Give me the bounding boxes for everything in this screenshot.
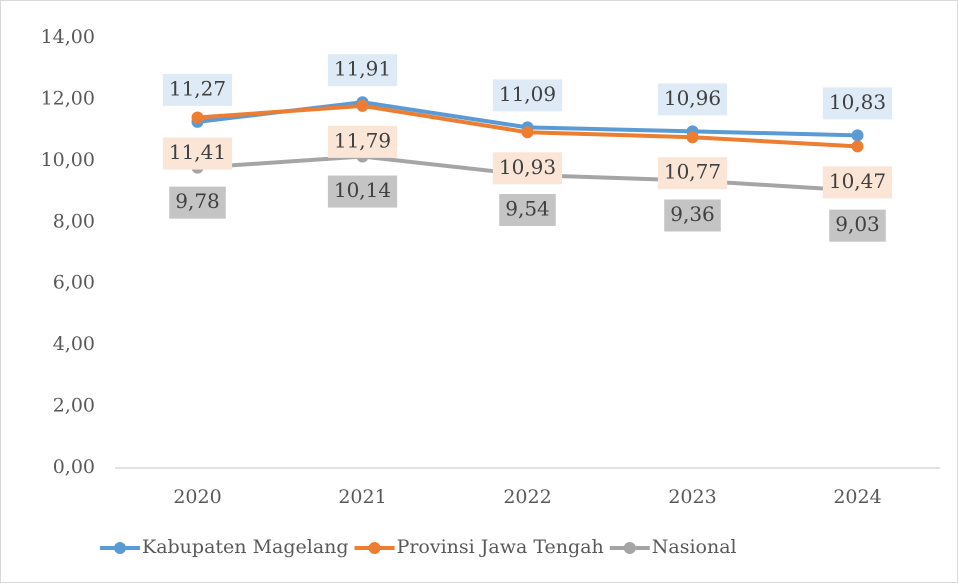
value-label: 9,36 — [670, 202, 715, 226]
legend-label: Provinsi Jawa Tengah — [397, 536, 604, 558]
value-label: 11,27 — [169, 76, 226, 100]
y-tick-label: 12,00 — [41, 87, 95, 109]
y-tick-label: 14,00 — [41, 26, 95, 48]
value-label-bg — [657, 83, 728, 116]
value-label-bg — [664, 199, 721, 232]
value-label: 9,78 — [175, 189, 220, 213]
x-tick-label: 2021 — [338, 486, 386, 508]
value-label-bg — [327, 125, 398, 158]
y-tick-label: 6,00 — [53, 272, 95, 294]
value-label: 10,77 — [664, 160, 721, 184]
x-tick-label: 2022 — [503, 486, 551, 508]
data-point — [851, 129, 864, 142]
y-tick-label: 10,00 — [41, 149, 95, 171]
value-label: 10,96 — [664, 86, 721, 110]
data-point — [521, 126, 534, 139]
value-label-bg — [327, 54, 398, 87]
x-tick-label: 2023 — [668, 486, 716, 508]
value-label-bg — [829, 209, 886, 242]
y-tick-label: 0,00 — [53, 456, 95, 478]
x-tick-label: 2024 — [833, 486, 881, 508]
data-point — [851, 140, 864, 153]
value-label-bg — [492, 79, 563, 112]
value-label-bg — [162, 137, 233, 170]
value-label-bg — [162, 73, 233, 106]
value-label: 9,03 — [835, 212, 880, 236]
x-tick-label: 2020 — [173, 486, 221, 508]
value-label: 9,54 — [505, 196, 550, 220]
legend-label: Nasional — [652, 536, 737, 558]
value-label-bg — [169, 186, 226, 219]
value-label-bg — [822, 166, 893, 199]
legend-marker — [114, 542, 126, 554]
value-label-bg — [822, 87, 893, 120]
value-label: 10,93 — [499, 155, 556, 179]
data-point — [191, 111, 204, 124]
data-point — [686, 131, 699, 144]
value-label: 11,41 — [169, 140, 226, 164]
value-label: 10,14 — [334, 178, 391, 202]
value-label-bg — [499, 193, 556, 226]
legend-marker — [623, 542, 636, 554]
value-label: 11,09 — [499, 82, 556, 106]
value-label: 11,79 — [334, 128, 391, 152]
legend-label: Kabupaten Magelang — [142, 536, 349, 558]
value-label-bg — [657, 157, 728, 190]
legend-marker — [368, 542, 381, 554]
value-label-bg — [327, 175, 398, 208]
value-label: 10,47 — [829, 169, 886, 193]
y-tick-label: 4,00 — [53, 333, 95, 355]
y-tick-label: 2,00 — [53, 395, 95, 417]
y-tick-label: 8,00 — [53, 210, 95, 232]
value-label-bg — [492, 152, 563, 185]
data-point — [356, 99, 369, 112]
value-label: 11,91 — [334, 57, 391, 81]
value-label: 10,83 — [829, 90, 886, 114]
